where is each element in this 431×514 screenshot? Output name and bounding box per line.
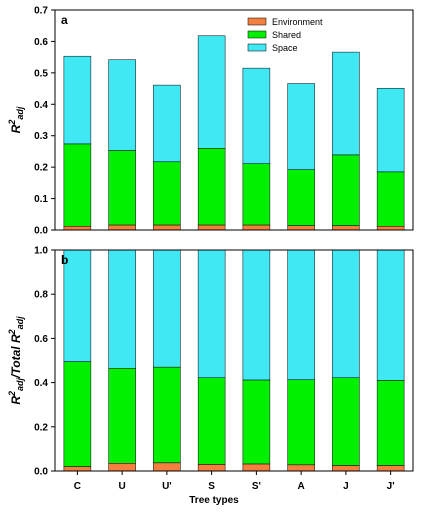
bar-b-environment-7 (376, 465, 405, 472)
bar-b-shared-4 (242, 379, 271, 465)
bar-b-space-1 (108, 249, 136, 369)
panel-a-chart: 0.0 0.1 0.2 0.3 0.4 0.5 0.6 0.7 a R2adj Environmen… (7, 6, 414, 237)
legend-label-shared: Shared (272, 30, 301, 40)
legend-swatch-shared (247, 30, 267, 39)
bar-a-environment-2 (153, 224, 181, 231)
shared-x-axis: C U U' S S' A J J' (74, 471, 395, 492)
x-tick-label-2: U' (162, 481, 172, 492)
bar-a-space-5 (287, 83, 315, 170)
y-tick-label-b: 0.2 (34, 422, 48, 433)
legend-label-environment: Environment (272, 17, 323, 27)
bar-b-environment-3 (197, 464, 226, 472)
bar-a-environment-6 (332, 225, 360, 231)
bar-b-space-3 (197, 249, 226, 378)
bar-a-shared-0 (63, 143, 92, 227)
plot-frame-a (54, 9, 414, 231)
bar-a-space-3 (197, 35, 226, 149)
legend-swatch-environment (247, 17, 267, 26)
bar-a-environment-3 (197, 224, 226, 231)
bar-b-space-7 (376, 249, 405, 381)
bar-b-environment-5 (287, 464, 315, 472)
bar-a-environment-7 (376, 225, 405, 231)
y-tick-label-a: 0.3 (34, 131, 48, 142)
bar-a-shared-7 (376, 171, 405, 227)
bar-a-space-1 (108, 59, 136, 151)
x-tick-label-0: C (74, 481, 81, 492)
y-tick-label-a: 0.6 (34, 37, 48, 48)
y-tick-label-a: 0.2 (34, 163, 48, 174)
x-tick-label-6: J (343, 481, 349, 492)
bar-b-environment-0 (63, 466, 92, 472)
bar-a-shared-1 (108, 150, 136, 226)
bar-a-shared-6 (332, 154, 360, 226)
bar-a-space-2 (153, 84, 181, 163)
y-tick-label-b: 0.0 (34, 467, 48, 478)
y-axis-title-b: R2adj/Total R2adj (7, 316, 25, 405)
legend-label-space: Space (272, 43, 298, 53)
y-tick-label-b: 0.4 (34, 378, 48, 389)
bar-a-space-4 (242, 67, 271, 164)
bar-a-environment-0 (63, 225, 92, 231)
x-axis-title: Tree types (189, 495, 239, 506)
y-tick-label-b: 1.0 (34, 246, 48, 257)
bar-b-shared-2 (153, 366, 181, 464)
bar-b-shared-3 (197, 377, 226, 465)
bar-a-environment-5 (287, 225, 315, 231)
bar-b-space-5 (287, 249, 315, 380)
bar-a-shared-3 (197, 148, 226, 226)
y-tick-label-b: 0.8 (34, 290, 48, 301)
y-axis-title-a: R2adj (7, 106, 25, 133)
y-tick-label-a: 0.1 (34, 194, 48, 205)
bar-b-environment-6 (332, 465, 360, 472)
panel-label-b: b (61, 253, 68, 267)
bar-b-environment-1 (108, 463, 136, 472)
bar-a-space-7 (376, 88, 405, 173)
bar-b-space-0 (63, 249, 92, 362)
panel-b-chart: 0.0 0.2 0.4 0.6 0.8 1.0 b R2adj/Total R2adj (7, 246, 414, 478)
bar-b-space-6 (332, 249, 360, 378)
y-tick-label-b: 0.6 (34, 334, 48, 345)
y-tick-label-a: 0.7 (34, 6, 48, 17)
bar-a-environment-1 (108, 224, 136, 231)
y-tick-label-a: 0.5 (34, 68, 48, 79)
bar-b-shared-1 (108, 367, 136, 464)
bar-b-space-4 (242, 249, 271, 381)
x-tick-label-5: A (298, 481, 305, 492)
bar-b-shared-0 (63, 361, 92, 467)
bar-b-shared-7 (376, 380, 405, 466)
bar-b-environment-4 (242, 463, 271, 472)
bar-b-space-2 (153, 249, 181, 368)
plot-frame-b (54, 249, 414, 472)
y-tick-label-a: 0.4 (34, 100, 48, 111)
legend-swatch-space (247, 43, 267, 52)
x-tick-label-3: S (208, 481, 215, 492)
panel-label-a: a (61, 13, 68, 27)
bar-b-environment-2 (153, 462, 181, 472)
bar-a-shared-2 (153, 161, 181, 226)
bar-b-shared-5 (287, 379, 315, 466)
bar-a-environment-4 (242, 224, 271, 231)
bar-a-shared-4 (242, 163, 271, 226)
x-tick-label-4: S' (252, 481, 261, 492)
bar-a-space-6 (332, 51, 360, 156)
y-tick-label-a: 0.0 (34, 226, 48, 237)
bar-b-shared-6 (332, 377, 360, 466)
bar-a-space-0 (63, 55, 92, 145)
x-tick-label-1: U (119, 481, 126, 492)
bar-a-shared-5 (287, 169, 315, 226)
x-tick-label-7: J' (387, 481, 395, 492)
